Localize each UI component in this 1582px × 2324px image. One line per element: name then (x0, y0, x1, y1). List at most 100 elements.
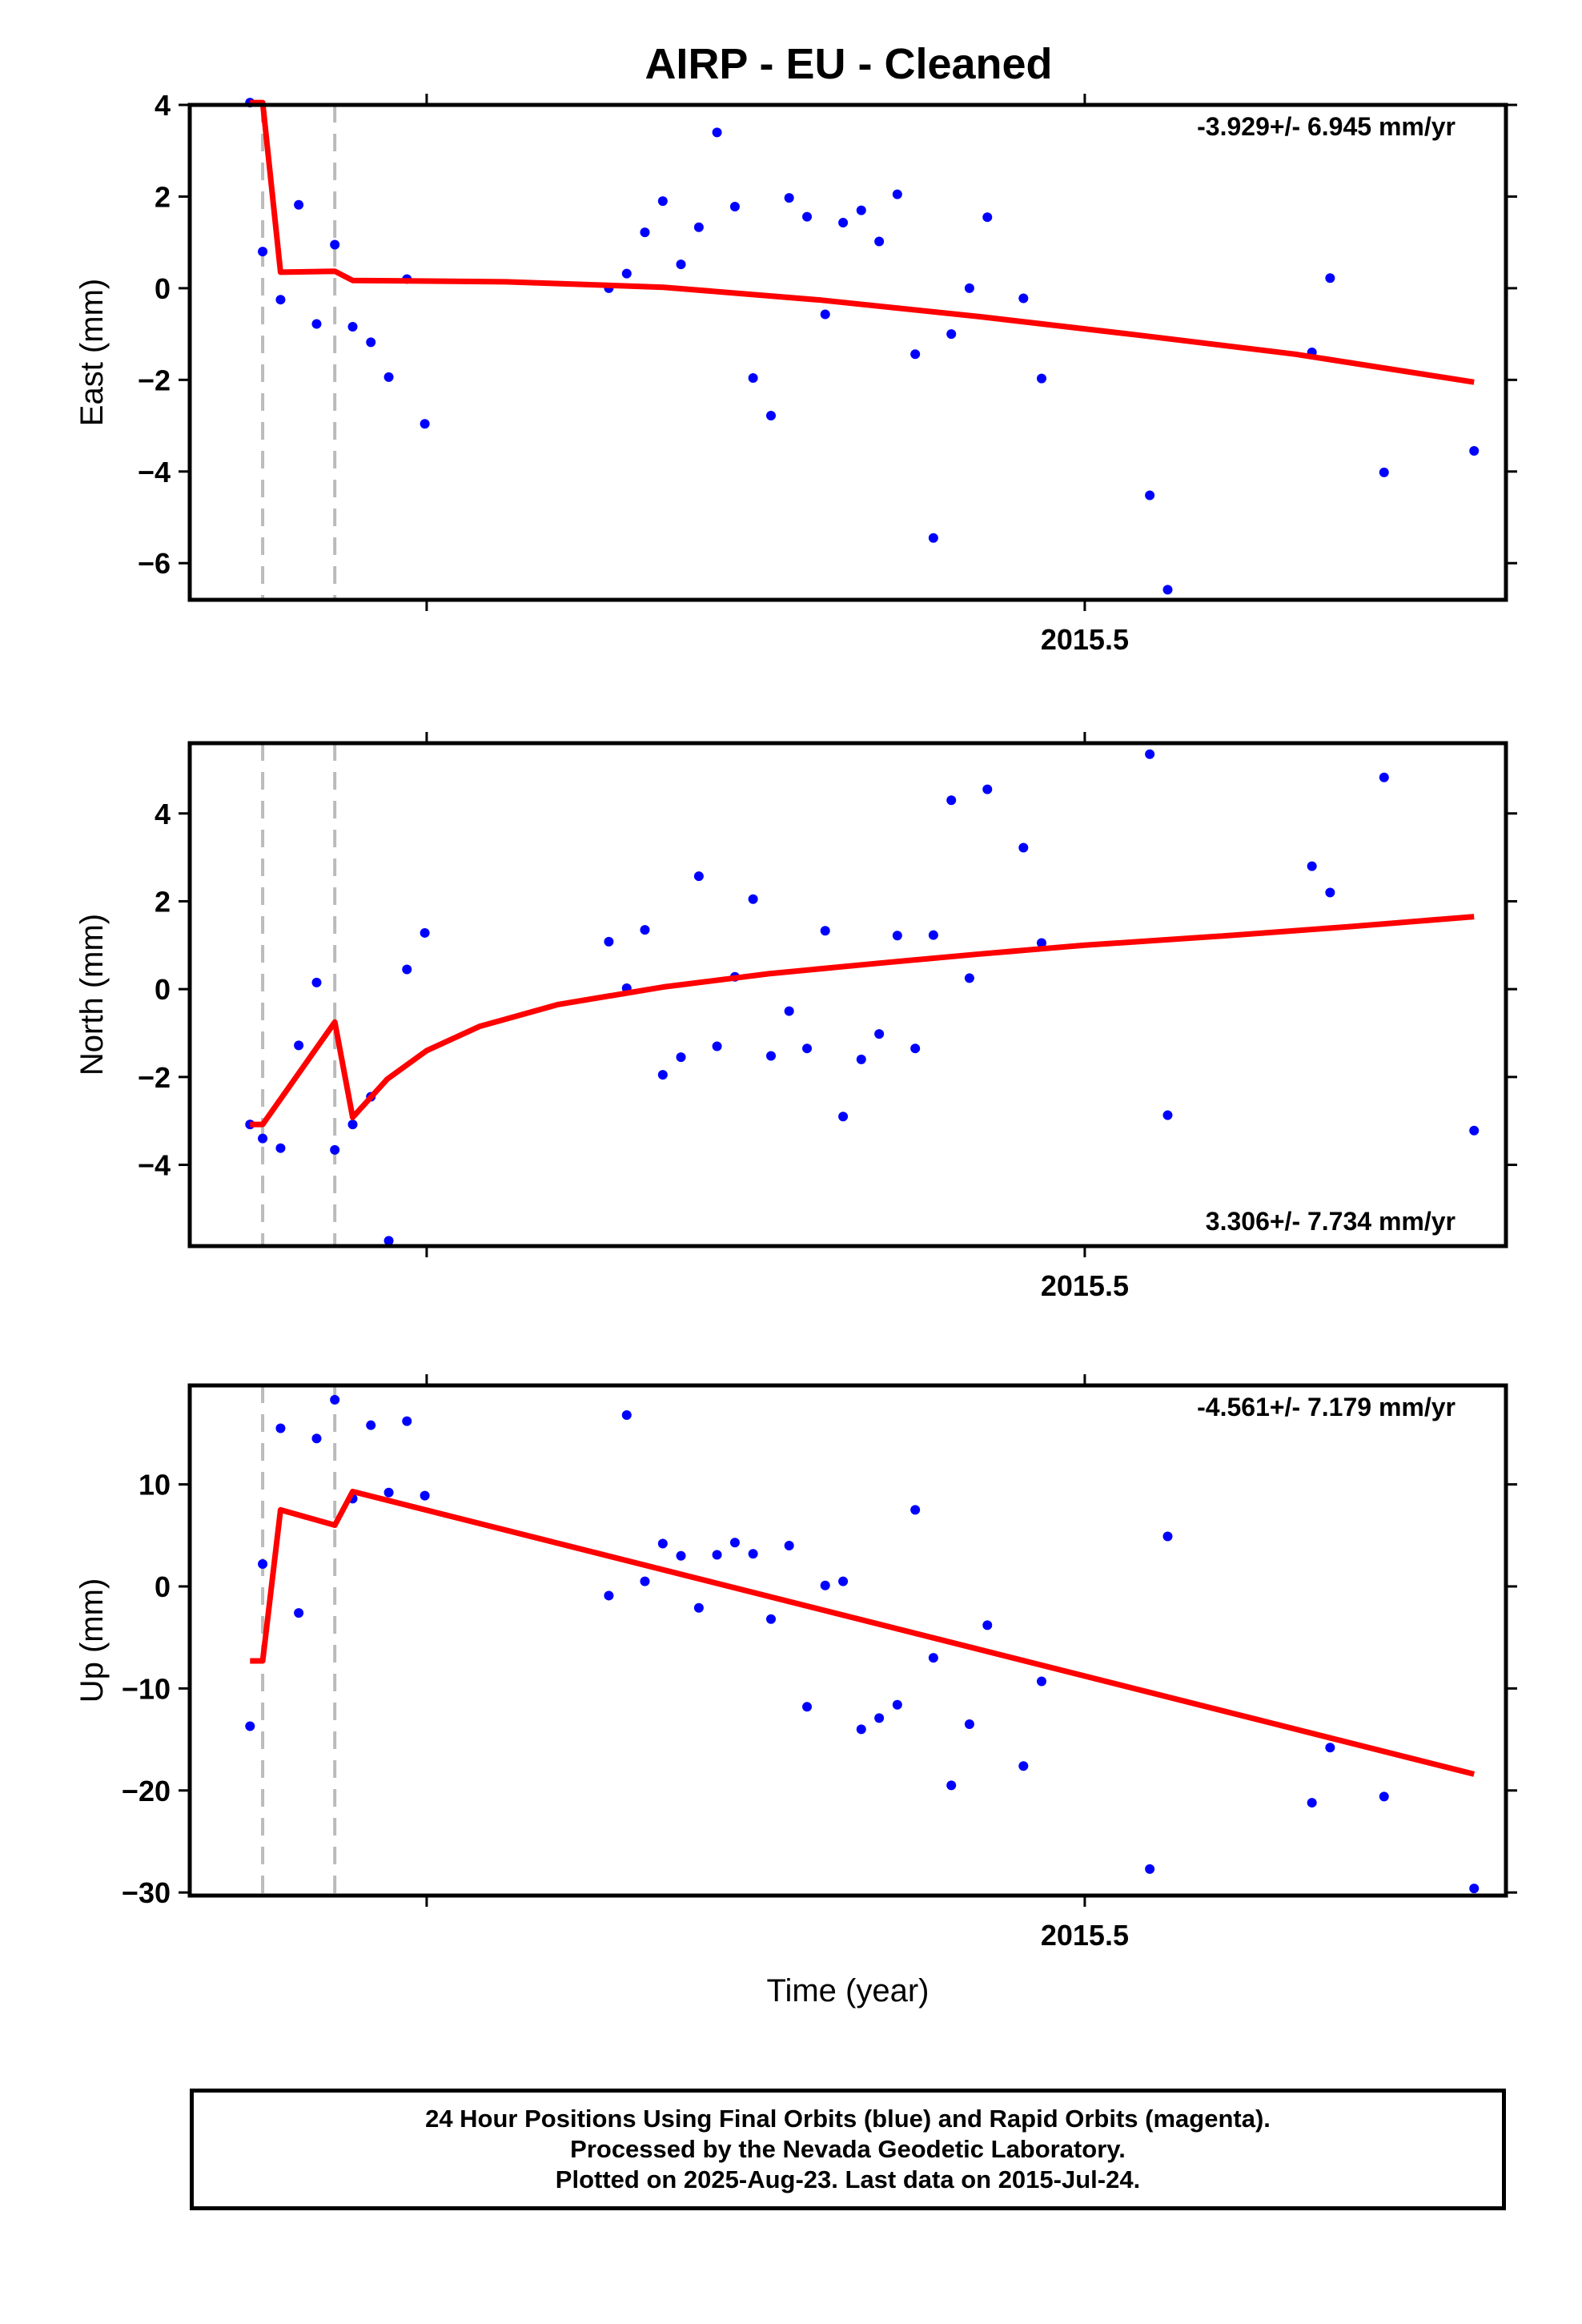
data-point (1145, 1864, 1155, 1874)
data-point (1162, 585, 1173, 595)
rate-annotation: 3.306+/- 7.734 mm/yr (1206, 1207, 1456, 1236)
data-point (856, 1054, 866, 1064)
data-point (420, 1490, 430, 1501)
y-tick-label: 0 (155, 1570, 171, 1603)
y-tick-label: −6 (138, 547, 171, 580)
footer-line-1: 24 Hour Positions Using Final Orbits (bl… (425, 2105, 1271, 2133)
data-point (729, 202, 740, 212)
data-point (1162, 1531, 1173, 1542)
data-point (892, 1699, 902, 1710)
data-point (1036, 938, 1046, 948)
x-axis-label: Time (year) (767, 1973, 930, 2008)
data-point (874, 1029, 885, 1039)
data-point (946, 795, 957, 806)
data-point (802, 211, 813, 222)
data-point (1469, 1884, 1480, 1894)
data-point (712, 1550, 722, 1560)
chart-title: AIRP - EU - Cleaned (644, 40, 1052, 88)
data-point (1469, 1125, 1480, 1136)
data-point (311, 319, 322, 329)
data-point (1036, 373, 1046, 384)
data-point (347, 321, 358, 332)
data-point (874, 236, 885, 247)
data-point (802, 1043, 813, 1054)
data-point (892, 189, 902, 199)
rate-annotation: -4.561+/- 7.179 mm/yr (1197, 1393, 1456, 1421)
model-line (250, 99, 1475, 385)
east-panel: −6 −4 −2 0 2 4 2015.5 East (mm) -3.929+/- 6.945 … (74, 89, 1517, 656)
y-tick-label: 4 (155, 798, 171, 830)
data-point (366, 337, 376, 348)
data-point (982, 1620, 993, 1630)
data-point (383, 372, 394, 382)
data-point (347, 1120, 358, 1130)
data-point (676, 1550, 686, 1561)
data-point (1307, 861, 1317, 871)
data-point (946, 329, 957, 340)
data-point (784, 193, 794, 203)
data-point (1018, 1761, 1029, 1771)
data-point (838, 1112, 849, 1122)
footer-line-3: Plotted on 2025-Aug-23. Last data on 201… (555, 2165, 1141, 2193)
x-tick-label: 2015.5 (1041, 1269, 1129, 1302)
y-tick-label: −20 (122, 1775, 171, 1807)
x-tick-label: 2015.5 (1041, 1919, 1129, 1952)
y-tick-label: 0 (155, 973, 171, 1006)
data-point (676, 1052, 686, 1063)
data-point (311, 1433, 322, 1444)
data-point (765, 1051, 776, 1061)
data-point (1379, 467, 1389, 477)
data-point (765, 410, 776, 420)
data-point (1325, 1743, 1335, 1753)
data-point (910, 1505, 921, 1515)
y-tick-label: −4 (138, 1149, 171, 1182)
data-point (640, 925, 650, 935)
data-point (621, 268, 632, 279)
data-point (964, 973, 974, 983)
data-point (275, 295, 286, 305)
data-point (383, 1236, 394, 1246)
data-point (383, 1487, 394, 1498)
data-point (420, 927, 430, 938)
data-point (275, 1143, 286, 1153)
data-point (693, 871, 704, 882)
y-tick-label: −10 (122, 1672, 171, 1705)
data-point (748, 1549, 758, 1559)
footer-box: 24 Hour Positions Using Final Orbits (bl… (190, 2089, 1506, 2210)
data-point (676, 259, 686, 270)
data-point (621, 1409, 632, 1420)
data-point (982, 784, 993, 794)
data-point (946, 1780, 957, 1791)
data-point (1018, 293, 1029, 304)
data-point (1307, 1798, 1317, 1808)
data-point (874, 1713, 885, 1723)
y-tick-label: −2 (138, 1061, 171, 1094)
data-point (1379, 1791, 1389, 1802)
data-point (604, 1590, 614, 1601)
y-axis-label: East (mm) (74, 279, 110, 426)
data-point (1145, 749, 1155, 759)
data-point (420, 419, 430, 429)
y-tick-label: −30 (122, 1876, 171, 1909)
data-point (275, 1423, 286, 1433)
y-tick-label: −4 (138, 456, 171, 489)
model-line (250, 1489, 1476, 1777)
data-point (784, 1541, 794, 1551)
data-point (748, 894, 758, 904)
y-tick-label: 2 (155, 885, 171, 918)
data-point (640, 227, 650, 238)
data-point (910, 349, 921, 360)
data-point (330, 1394, 340, 1405)
data-point (1145, 490, 1155, 501)
data-point (928, 1653, 938, 1663)
data-point (258, 247, 268, 257)
data-point (820, 1580, 830, 1590)
data-point (928, 930, 938, 940)
data-point (910, 1043, 921, 1054)
data-point (258, 1133, 268, 1144)
data-point (1036, 1676, 1046, 1687)
data-point (1162, 1110, 1173, 1120)
plot-frame (187, 103, 1508, 602)
data-point (802, 1702, 813, 1712)
